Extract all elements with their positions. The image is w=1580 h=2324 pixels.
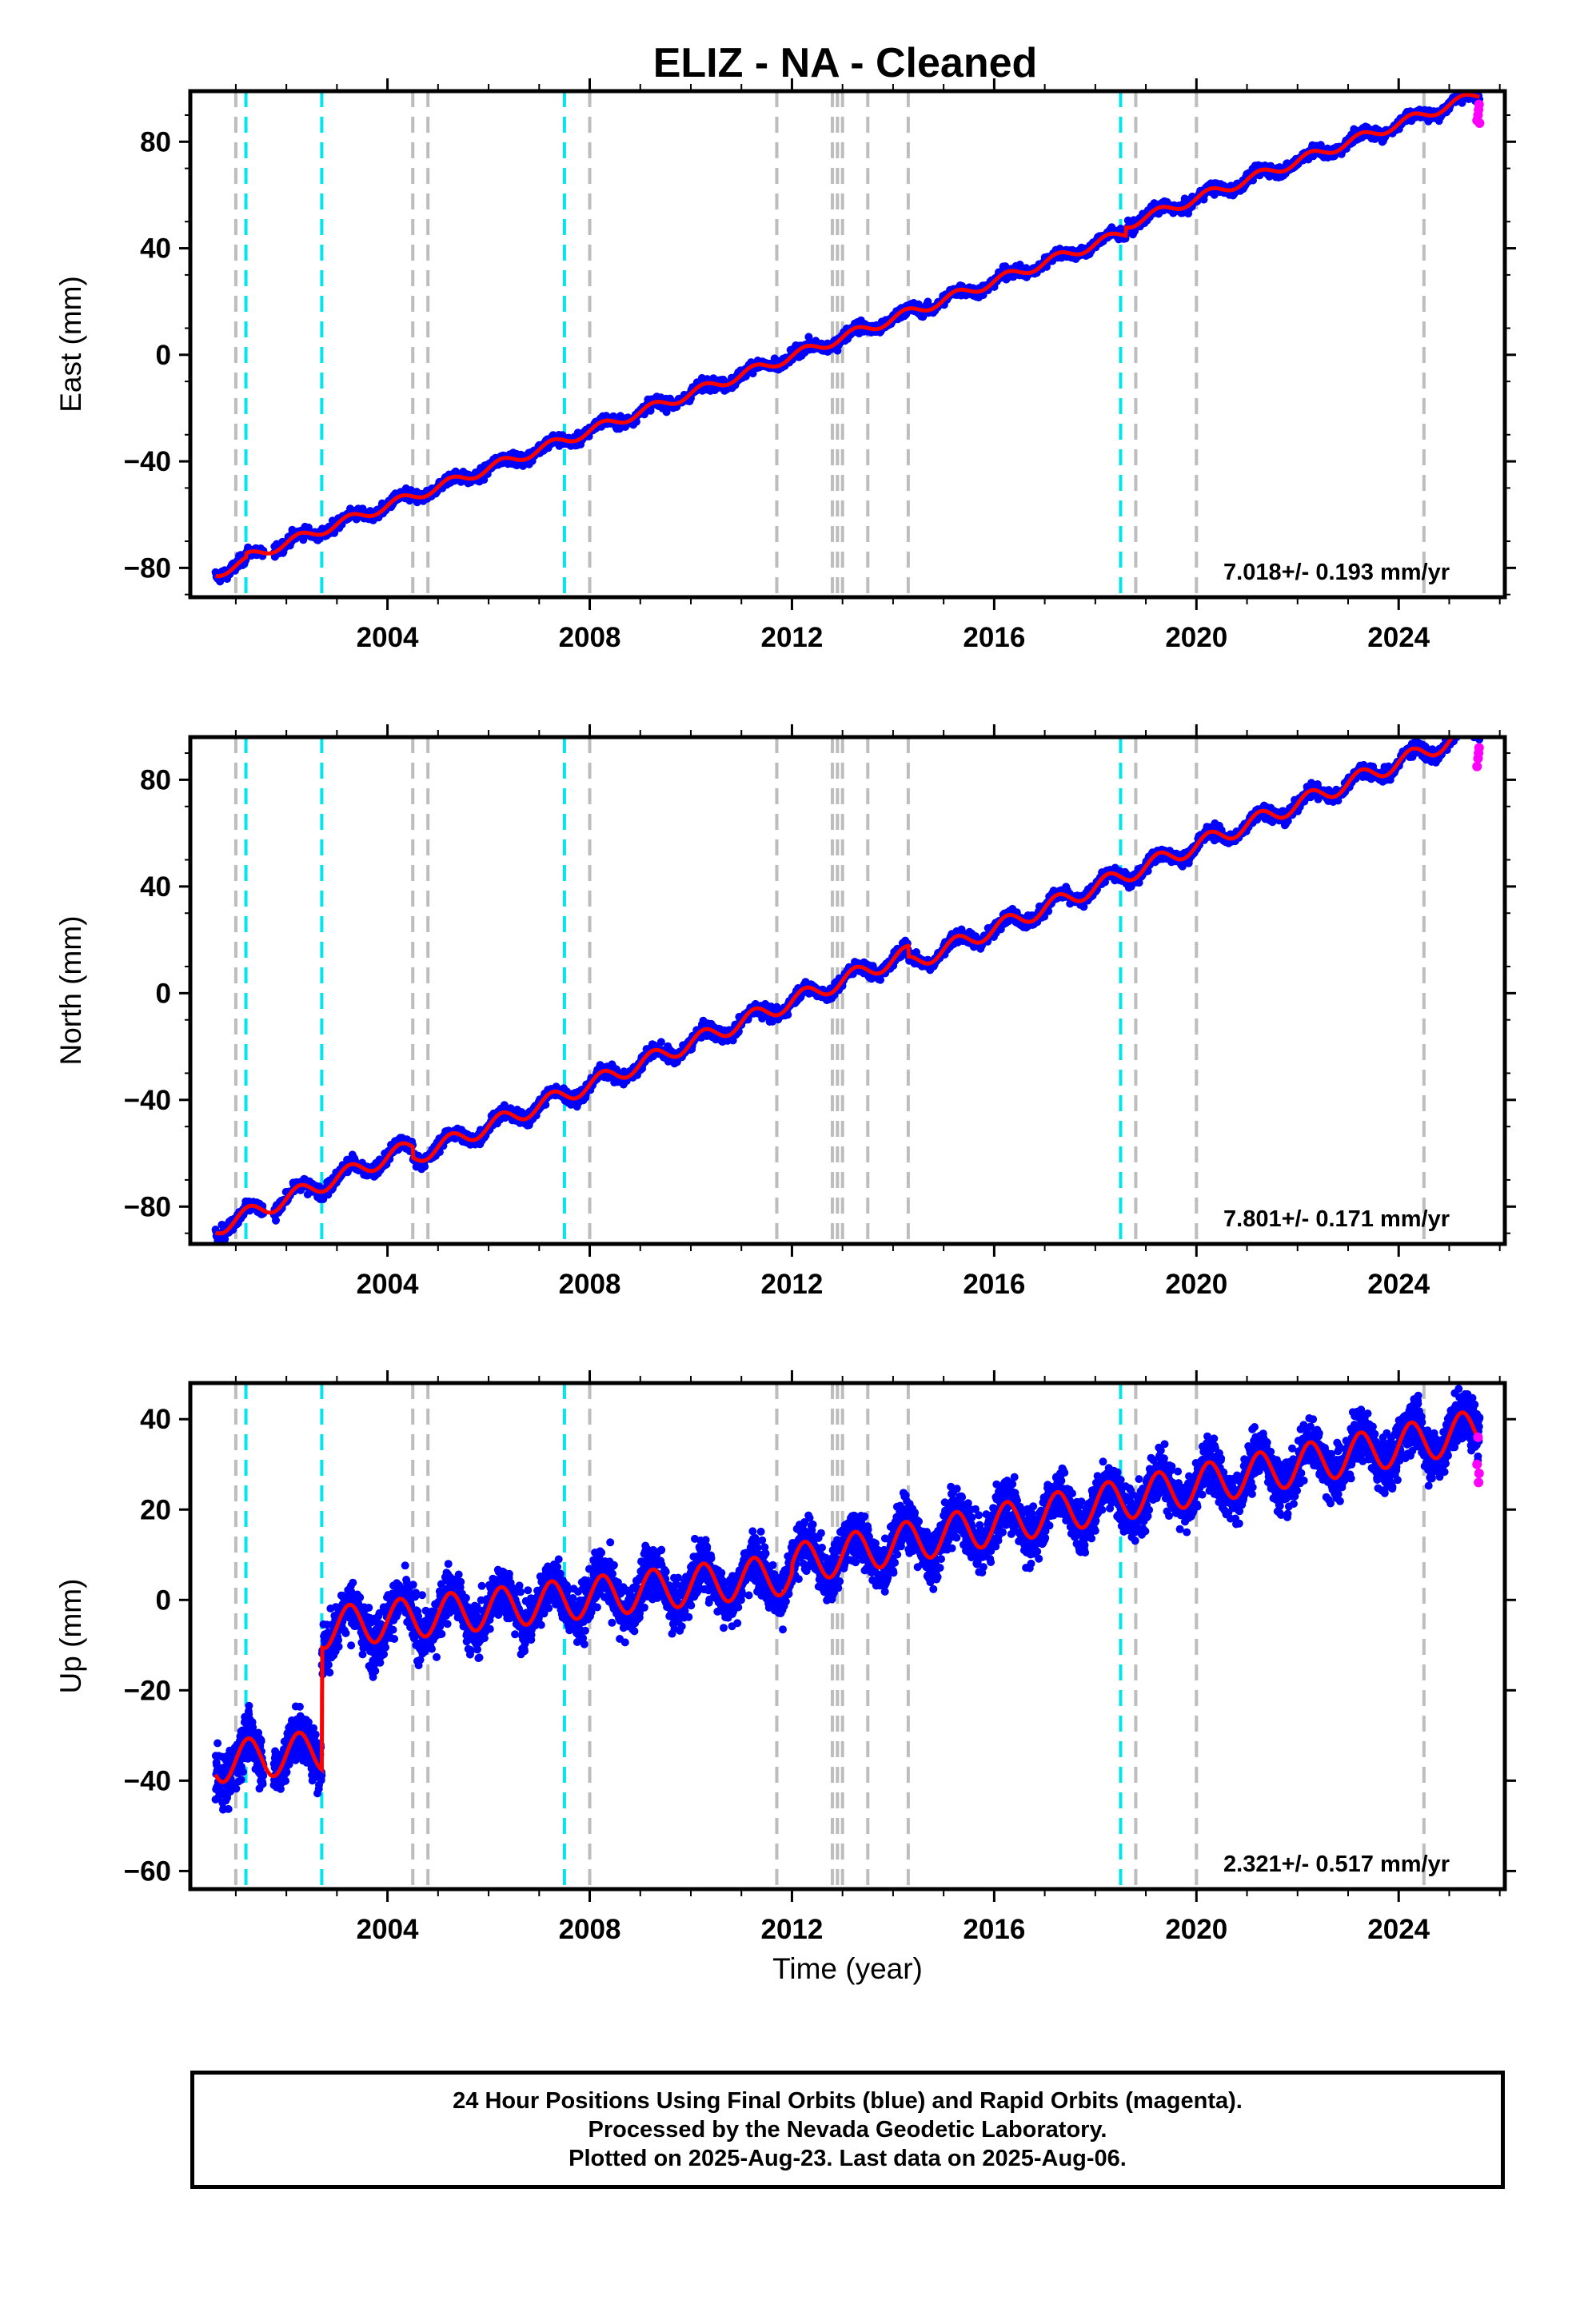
final-orbit-point	[272, 1217, 280, 1225]
x-tick-label: 2008	[559, 622, 621, 653]
rapid-orbit-point	[1474, 100, 1484, 110]
x-tick-label: 2012	[761, 622, 824, 653]
y-tick-label: 0	[156, 340, 171, 371]
y-axis-label: East (mm)	[54, 276, 87, 413]
panel-frame	[190, 91, 1505, 597]
x-tick-label: 2016	[963, 622, 1025, 653]
final-orbit-point	[421, 1162, 429, 1170]
panel-east: −80 −40 0 40 80 2004 2008 2012 2016 2020 2024 East …	[54, 78, 1516, 653]
rate-label: 7.018+/- 0.193 mm/yr	[1223, 560, 1450, 585]
final-orbit-point	[657, 1038, 665, 1046]
x-tick-label: 2004	[357, 622, 419, 653]
y-tick-label: −80	[124, 552, 171, 584]
y-tick-label: 40	[140, 233, 171, 265]
chart-title: ELIZ - NA - Cleaned	[653, 40, 1038, 86]
rapid-orbit-point	[1474, 118, 1484, 128]
x-tick-label: 2020	[1165, 622, 1227, 653]
plot-area	[212, 85, 1485, 597]
y-tick-label: −40	[124, 446, 171, 477]
y-tick-label: 80	[140, 126, 171, 157]
x-tick-label: 2024	[1367, 622, 1430, 653]
plot-area	[212, 720, 1484, 1246]
panels: −80 −40 0 40 80 2004 2008 2012 2016 2020 2024 East …	[54, 78, 1516, 1985]
